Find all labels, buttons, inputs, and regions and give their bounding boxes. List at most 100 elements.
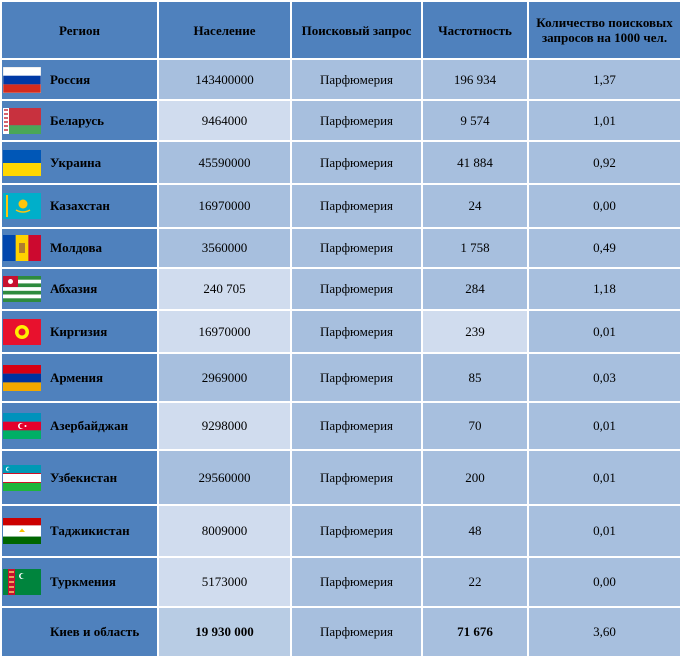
frequency-cell: 1 758 — [421, 227, 529, 269]
per-1000-cell: 1,01 — [527, 99, 680, 142]
region-name: Абхазия — [50, 281, 98, 296]
frequency-cell: 85 — [421, 352, 529, 403]
region-cell: Абхазия — [0, 267, 159, 311]
query-cell: Парфюмерия — [290, 183, 423, 229]
region-cell: Туркмения — [0, 556, 159, 608]
frequency-cell: 196 934 — [421, 58, 529, 101]
region-cell: Беларусь — [0, 99, 159, 142]
frequency-cell: 22 — [421, 556, 529, 608]
population-cell: 19 930 000 — [157, 606, 292, 658]
table-row: Казахстан 16970000 Парфюмерия 24 0,00 — [0, 183, 680, 229]
region-cell: Узбекистан — [0, 449, 159, 506]
population-cell: 16970000 — [157, 183, 292, 229]
per-1000-cell: 1,37 — [527, 58, 680, 101]
region-name: Туркмения — [50, 574, 116, 589]
frequency-cell: 200 — [421, 449, 529, 506]
query-cell: Парфюмерия — [290, 504, 423, 558]
region-name: Армения — [50, 369, 104, 385]
population-cell: 240 705 — [157, 267, 292, 311]
query-cell: Парфюмерия — [290, 401, 423, 451]
query-cell: Парфюмерия — [290, 309, 423, 354]
query-cell: Парфюмерия — [290, 227, 423, 269]
per-1000-cell: 1,18 — [527, 267, 680, 311]
table-row: Туркмения 5173000 Парфюмерия 22 0,00 — [0, 556, 680, 608]
uzbekistan-flag-icon — [3, 464, 41, 491]
table-row: Россия 143400000 Парфюмерия 196 934 1,37 — [0, 58, 680, 101]
query-cell: Парфюмерия — [290, 352, 423, 403]
moldova-flag-icon — [3, 235, 41, 261]
population-cell: 3560000 — [157, 227, 292, 269]
query-cell: Парфюмерия — [290, 58, 423, 101]
ukraine-flag-icon — [3, 149, 41, 176]
per-1000-cell: 0,92 — [527, 140, 680, 185]
table-row: Молдова 3560000 Парфюмерия 1 758 0,49 — [0, 227, 680, 269]
frequency-cell: 48 — [421, 504, 529, 558]
frequency-cell: 239 — [421, 309, 529, 354]
region-cell: Армения — [0, 352, 159, 403]
per-1000-cell: 0,01 — [527, 449, 680, 506]
population-cell: 29560000 — [157, 449, 292, 506]
query-cell: Парфюмерия — [290, 606, 423, 658]
query-cell: Парфюмерия — [290, 556, 423, 608]
belarus-flag-icon — [3, 107, 41, 134]
population-cell: 9298000 — [157, 401, 292, 451]
azerbaijan-flag-icon — [3, 413, 41, 439]
population-cell: 8009000 — [157, 504, 292, 558]
population-cell: 2969000 — [157, 352, 292, 403]
region-cell: Россия — [0, 58, 159, 101]
table-row: Армения 2969000 Парфюмерия 85 0,03 — [0, 352, 680, 403]
per-1000-cell: 0,03 — [527, 352, 680, 403]
query-cell: Парфюмерия — [290, 99, 423, 142]
header-frequency: Частотность — [421, 0, 529, 60]
per-1000-cell: 0,00 — [527, 183, 680, 229]
per-1000-cell: 0,01 — [527, 401, 680, 451]
frequency-cell: 70 — [421, 401, 529, 451]
table-row: Беларусь 9464000 Парфюмерия 9 574 1,01 — [0, 99, 680, 142]
region-name: Украина — [50, 154, 102, 170]
frequency-cell: 41 884 — [421, 140, 529, 185]
population-cell: 9464000 — [157, 99, 292, 142]
region-cell: Азербайджан — [0, 401, 159, 451]
population-cell: 45590000 — [157, 140, 292, 185]
per-1000-cell: 0,01 — [527, 309, 680, 354]
region-cell: Украина — [0, 140, 159, 185]
region-name: Таджикистан — [50, 523, 130, 538]
region-name: Казахстан — [50, 198, 110, 213]
region-cell: Киев и область — [0, 606, 159, 658]
population-cell: 16970000 — [157, 309, 292, 354]
region-name: Молдова — [50, 240, 102, 255]
per-1000-cell: 3,60 — [527, 606, 680, 658]
turkmenistan-flag-icon — [3, 569, 41, 595]
header-population: Население — [157, 0, 292, 60]
armenia-flag-icon — [3, 364, 41, 391]
frequency-cell: 284 — [421, 267, 529, 311]
region-name: Киргизия — [50, 323, 108, 339]
frequency-cell: 71 676 — [421, 606, 529, 658]
population-cell: 143400000 — [157, 58, 292, 101]
region-name: Киев и область — [50, 624, 140, 639]
per-1000-cell: 0,49 — [527, 227, 680, 269]
table-row: Украина 45590000 Парфюмерия 41 884 0,92 — [0, 140, 680, 185]
frequency-cell: 24 — [421, 183, 529, 229]
table-row: Азербайджан 9298000 Парфюмерия 70 0,01 — [0, 401, 680, 451]
region-name: Россия — [50, 71, 91, 87]
region-name: Азербайджан — [50, 418, 129, 433]
russia-flag-icon — [3, 66, 41, 93]
per-1000-cell: 0,00 — [527, 556, 680, 608]
table-row: Киргизия 16970000 Парфюмерия 239 0,01 — [0, 309, 680, 354]
region-cell: Молдова — [0, 227, 159, 269]
per-1000-cell: 0,01 — [527, 504, 680, 558]
table-row: Абхазия 240 705 Парфюмерия 284 1,18 — [0, 267, 680, 311]
abkhazia-flag-icon — [3, 276, 41, 302]
table-header-row: Регион Население Поисковый запрос Частот… — [0, 0, 680, 60]
table-row: Узбекистан 29560000 Парфюмерия 200 0,01 — [0, 449, 680, 506]
query-cell: Парфюмерия — [290, 449, 423, 506]
header-per-1000: Количество поисковых запросов на 1000 че… — [527, 0, 680, 60]
query-cell: Парфюмерия — [290, 267, 423, 311]
tajikistan-flag-icon — [3, 518, 41, 544]
region-cell: Таджикистан — [0, 504, 159, 558]
population-cell: 5173000 — [157, 556, 292, 608]
header-region: Регион — [0, 0, 159, 60]
region-name: Узбекистан — [50, 469, 118, 485]
